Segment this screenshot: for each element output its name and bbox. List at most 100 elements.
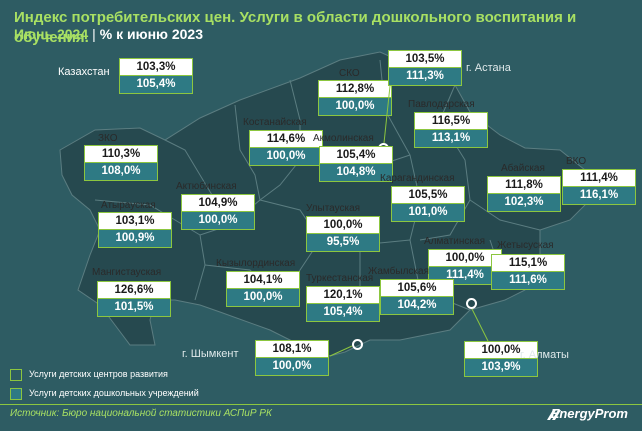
dev-centers-value: 100,0% xyxy=(307,217,379,234)
preschool-value: 100,0% xyxy=(227,289,299,306)
dev-centers-value: 104,9% xyxy=(182,195,254,212)
unit-label: % к июню 2023 xyxy=(99,26,204,42)
footer-bar xyxy=(0,404,642,431)
region-values-turkestan: 120,1% 105,4% xyxy=(306,286,380,322)
preschool-value: 104,2% xyxy=(381,297,453,314)
region-label-zhambyl: Жамбылская xyxy=(368,266,429,277)
legend-swatch-preschool xyxy=(10,387,22,400)
region-values-zko: 110,3% 108,0% xyxy=(84,145,158,181)
region-values-zhetysu: 115,1% 111,6% xyxy=(491,254,565,290)
region-values-astana: 103,5% 111,3% xyxy=(388,50,462,86)
preschool-value: 101,5% xyxy=(98,299,170,316)
almaty-city-marker xyxy=(466,298,477,309)
preschool-value: 100,0% xyxy=(256,358,328,375)
preschool-value: 113,1% xyxy=(415,130,487,147)
region-label-vko: ВКО xyxy=(566,156,587,167)
legend-preschool: Услуги детских дошкольных учреждений xyxy=(10,386,199,400)
region-values-almaty-city: 100,0% 103,9% xyxy=(464,341,538,377)
source-note: Источник: Бюро национальной статистики А… xyxy=(10,408,272,419)
country-label: Казахстан xyxy=(58,66,110,78)
region-label-kyzylorda: Кызылординская xyxy=(216,258,296,269)
region-values-pavlodar: 116,5% 113,1% xyxy=(414,112,488,148)
preschool-value: 105,4% xyxy=(307,304,379,321)
dev-centers-value: 103,1% xyxy=(99,213,171,230)
region-label-pavlodar: Павлодарская xyxy=(408,99,475,110)
chart-subtitle: Июнь 2024 |% к июню 2023 xyxy=(14,24,203,44)
dev-centers-value: 108,1% xyxy=(256,341,328,358)
dev-centers-value: 111,4% xyxy=(563,170,635,187)
dev-centers-value: 120,1% xyxy=(307,287,379,304)
legend-swatch-dev-centers xyxy=(10,368,22,381)
country-values: 103,3% 105,4% xyxy=(119,58,193,94)
preschool-value: 100,0% xyxy=(250,148,322,165)
preschool-value: 100,0% xyxy=(319,98,391,115)
region-values-akmola: 105,4% 104,8% xyxy=(319,146,393,182)
region-label-mangystau: Мангистауская xyxy=(92,267,162,278)
dev-centers-value: 111,8% xyxy=(488,177,560,194)
region-values-zhambyl: 105,6% 104,2% xyxy=(380,279,454,315)
region-values-shymkent: 108,1% 100,0% xyxy=(255,340,329,376)
region-label-abay: Абайская xyxy=(501,163,545,174)
preschool-value: 116,1% xyxy=(563,187,635,204)
preschool-value: 100,0% xyxy=(182,212,254,229)
dev-centers-value: 115,1% xyxy=(492,255,564,272)
preschool-value: 102,3% xyxy=(488,194,560,211)
dev-centers-value: 126,6% xyxy=(98,282,170,299)
subtitle-separator: | xyxy=(92,26,96,42)
region-label-astana: г. Астана xyxy=(466,62,511,74)
region-values-ulytau: 100,0% 95,5% xyxy=(306,216,380,252)
preschool-value: 108,0% xyxy=(85,163,157,180)
region-label-turkestan: Туркестанская xyxy=(306,273,374,284)
preschool-value: 111,3% xyxy=(389,68,461,85)
region-values-sko: 112,8% 100,0% xyxy=(318,80,392,116)
region-label-akmola: Акмолинская xyxy=(313,133,374,144)
region-label-ulytau: Улытауская xyxy=(306,203,361,214)
dev-centers-value: 100,0% xyxy=(429,250,501,267)
region-values-abay: 111,8% 102,3% xyxy=(487,176,561,212)
dev-centers-value: 100,0% xyxy=(465,342,537,359)
dev-centers-value: 105,4% xyxy=(320,147,392,164)
chart-title: Индекс потребительских цен. Услуги в обл… xyxy=(14,9,577,46)
region-label-sko: СКО xyxy=(339,68,360,79)
region-label-atyrau: Атырауская xyxy=(101,200,156,211)
preschool-value: 105,4% xyxy=(120,76,192,93)
shymkent-city-marker xyxy=(352,339,363,350)
region-label-almaty-obl: Алматинская xyxy=(424,236,485,247)
region-label-zko: ЗКО xyxy=(98,133,118,144)
region-label-kostanay: Костанайская xyxy=(243,117,307,128)
dev-centers-value: 105,5% xyxy=(392,187,464,204)
energyprom-logo-icon xyxy=(547,410,561,420)
region-label-aktobe: Актюбинская xyxy=(176,181,237,192)
region-values-mangystau: 126,6% 101,5% xyxy=(97,281,171,317)
dev-centers-value: 103,3% xyxy=(120,59,192,76)
dev-centers-value: 114,6% xyxy=(250,131,322,148)
region-values-atyrau: 103,1% 100,9% xyxy=(98,212,172,248)
legend-label-dev-centers: Услуги детских центров развития xyxy=(29,369,168,379)
preschool-value: 104,8% xyxy=(320,164,392,181)
dev-centers-value: 116,5% xyxy=(415,113,487,130)
dev-centers-value: 110,3% xyxy=(85,146,157,163)
region-label-shymkent: г. Шымкент xyxy=(182,348,239,360)
region-label-almaty-city: г. Алматы xyxy=(520,349,569,361)
legend-label-preschool: Услуги детских дошкольных учреждений xyxy=(29,388,199,398)
dev-centers-value: 112,8% xyxy=(319,81,391,98)
legend-dev-centers: Услуги детских центров развития xyxy=(10,367,168,381)
preschool-value: 101,0% xyxy=(392,204,464,221)
region-values-kostanay: 114,6% 100,0% xyxy=(249,130,323,166)
region-values-aktobe: 104,9% 100,0% xyxy=(181,194,255,230)
region-values-vko: 111,4% 116,1% xyxy=(562,169,636,205)
region-values-karaganda: 105,5% 101,0% xyxy=(391,186,465,222)
preschool-value: 111,6% xyxy=(492,272,564,289)
region-label-zhetysu: Жетысуская xyxy=(497,240,554,251)
brand-name: EnergyProm xyxy=(550,406,628,421)
dev-centers-value: 104,1% xyxy=(227,272,299,289)
period-label: Июнь 2024 xyxy=(14,26,89,42)
preschool-value: 100,9% xyxy=(99,230,171,247)
dev-centers-value: 103,5% xyxy=(389,51,461,68)
region-values-kyzylorda: 104,1% 100,0% xyxy=(226,271,300,307)
dev-centers-value: 105,6% xyxy=(381,280,453,297)
preschool-value: 95,5% xyxy=(307,234,379,251)
